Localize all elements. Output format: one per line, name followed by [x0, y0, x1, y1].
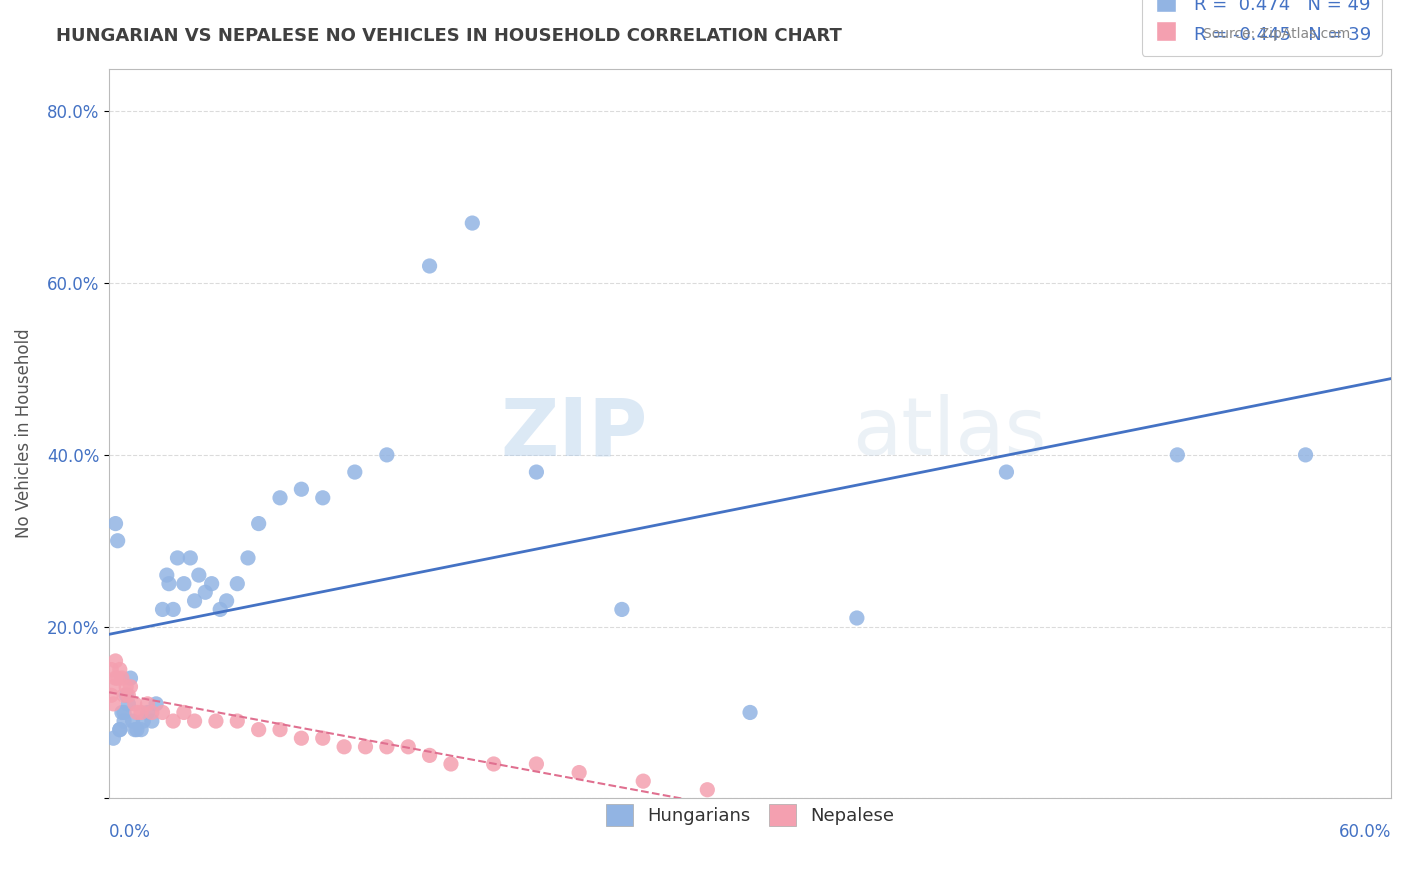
Point	[995, 465, 1018, 479]
Point	[145, 697, 167, 711]
Point	[290, 731, 312, 746]
Point	[104, 516, 127, 531]
Point	[215, 594, 238, 608]
Point	[166, 550, 188, 565]
Point	[103, 697, 125, 711]
Point	[162, 714, 184, 728]
Point	[183, 594, 205, 608]
Point	[226, 714, 249, 728]
Point	[247, 723, 270, 737]
Point	[107, 533, 129, 548]
Point	[354, 739, 377, 754]
Point	[845, 611, 868, 625]
Point	[333, 739, 356, 754]
Point	[343, 465, 366, 479]
Point	[111, 706, 134, 720]
Point	[194, 585, 217, 599]
Point	[419, 259, 441, 273]
Point	[269, 491, 291, 505]
Point	[112, 706, 135, 720]
Point	[226, 576, 249, 591]
Point	[157, 576, 180, 591]
Point	[187, 568, 209, 582]
Point	[236, 550, 259, 565]
Point	[610, 602, 633, 616]
Point	[461, 216, 484, 230]
Point	[103, 680, 125, 694]
Point	[482, 756, 505, 771]
Point	[631, 774, 654, 789]
Point	[738, 706, 761, 720]
Point	[1295, 448, 1317, 462]
Point	[108, 663, 131, 677]
Point	[117, 697, 139, 711]
Point	[419, 748, 441, 763]
Point	[124, 697, 146, 711]
Text: 0.0%: 0.0%	[110, 823, 150, 841]
Point	[124, 723, 146, 737]
Point	[312, 731, 335, 746]
Point	[107, 671, 129, 685]
Point	[201, 576, 224, 591]
Text: atlas: atlas	[852, 394, 1047, 473]
Point	[112, 688, 135, 702]
Point	[156, 568, 179, 582]
Point	[1166, 448, 1188, 462]
Point	[375, 448, 398, 462]
Text: ZIP: ZIP	[501, 394, 648, 473]
Point	[173, 576, 195, 591]
Point	[120, 680, 142, 694]
Point	[152, 602, 174, 616]
Point	[312, 491, 335, 505]
Point	[125, 723, 148, 737]
Point	[125, 706, 148, 720]
Point	[108, 723, 131, 737]
Point	[440, 756, 463, 771]
Point	[111, 671, 134, 685]
Point	[179, 550, 201, 565]
Point	[183, 714, 205, 728]
Point	[100, 663, 122, 677]
Point	[290, 482, 312, 496]
Point	[117, 688, 139, 702]
Point	[132, 714, 155, 728]
Point	[104, 654, 127, 668]
Text: 60.0%: 60.0%	[1339, 823, 1391, 841]
Point	[103, 731, 125, 746]
Y-axis label: No Vehicles in Household: No Vehicles in Household	[15, 328, 32, 538]
Point	[136, 706, 159, 720]
Point	[173, 706, 195, 720]
Point	[115, 688, 138, 702]
Point	[115, 680, 138, 694]
Point	[247, 516, 270, 531]
Point	[396, 739, 419, 754]
Point	[108, 723, 131, 737]
Point	[129, 723, 152, 737]
Point	[205, 714, 228, 728]
Text: HUNGARIAN VS NEPALESE NO VEHICLES IN HOUSEHOLD CORRELATION CHART: HUNGARIAN VS NEPALESE NO VEHICLES IN HOU…	[56, 27, 842, 45]
Point	[129, 706, 152, 720]
Point	[152, 706, 174, 720]
Point	[526, 756, 548, 771]
Point	[269, 723, 291, 737]
Point	[121, 714, 143, 728]
Point	[100, 688, 122, 702]
Point	[141, 714, 163, 728]
Point	[568, 765, 591, 780]
Legend: Hungarians, Nepalese: Hungarians, Nepalese	[599, 797, 901, 833]
Point	[375, 739, 398, 754]
Point	[136, 697, 159, 711]
Point	[120, 671, 142, 685]
Point	[696, 782, 718, 797]
Point	[162, 602, 184, 616]
Point	[112, 714, 135, 728]
Point	[526, 465, 548, 479]
Text: Source: ZipAtlas.com: Source: ZipAtlas.com	[1202, 27, 1350, 41]
Point	[209, 602, 232, 616]
Point	[141, 706, 163, 720]
Point	[104, 671, 127, 685]
